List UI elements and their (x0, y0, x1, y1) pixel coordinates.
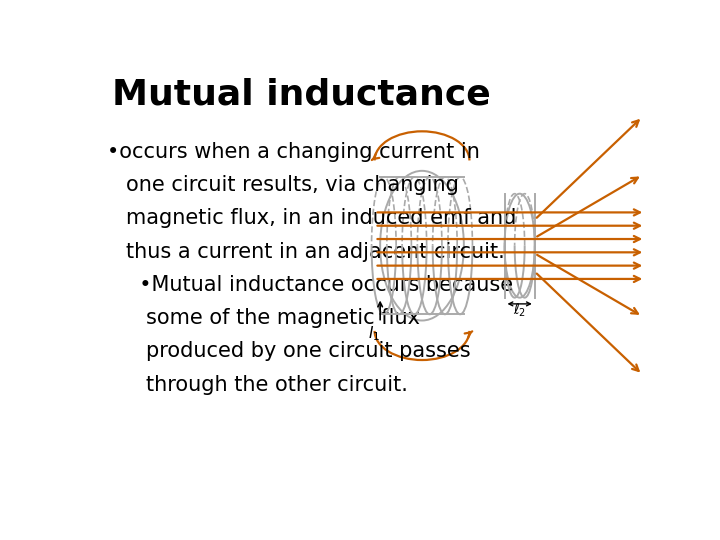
Text: produced by one circuit passes: produced by one circuit passes (145, 341, 470, 361)
Text: some of the magnetic flux: some of the magnetic flux (145, 308, 420, 328)
Text: Mutual inductance: Mutual inductance (112, 77, 491, 111)
Text: one circuit results, via changing: one circuit results, via changing (126, 175, 459, 195)
Text: magnetic flux, in an induced emf and: magnetic flux, in an induced emf and (126, 208, 517, 228)
Text: thus a current in an adjacent circuit.: thus a current in an adjacent circuit. (126, 241, 505, 261)
Text: •occurs when a changing current in: •occurs when a changing current in (107, 141, 480, 161)
Text: through the other circuit.: through the other circuit. (145, 375, 408, 395)
Text: $I_1$: $I_1$ (369, 325, 381, 343)
Text: $\ell_2$: $\ell_2$ (513, 302, 526, 319)
Text: •Mutual inductance occurs because: •Mutual inductance occurs because (126, 275, 513, 295)
